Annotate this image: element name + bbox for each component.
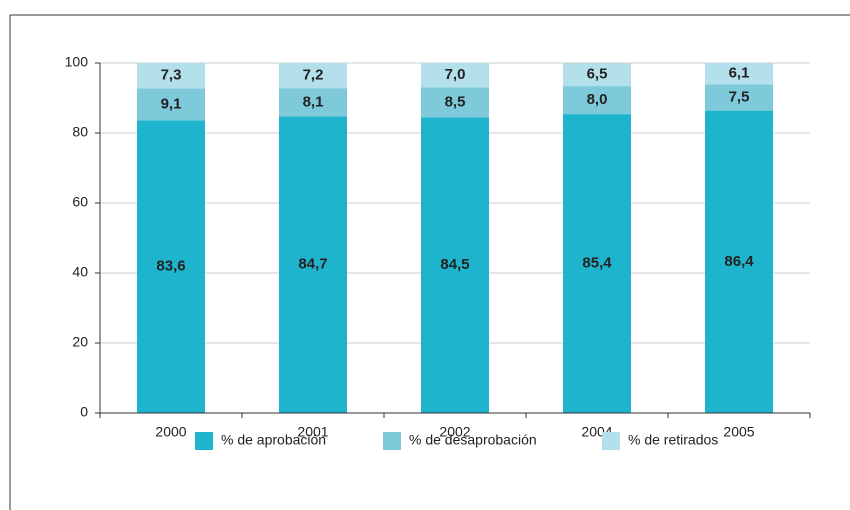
legend-swatch bbox=[602, 432, 620, 450]
value-label: 84,5 bbox=[440, 256, 469, 273]
bar-segment bbox=[279, 63, 347, 89]
bar-segment bbox=[137, 88, 205, 121]
legend-swatch bbox=[195, 432, 213, 450]
value-label: 7,3 bbox=[161, 67, 182, 84]
value-label: 6,5 bbox=[587, 66, 608, 83]
bar-segment bbox=[705, 84, 773, 111]
value-label: 86,4 bbox=[724, 253, 754, 270]
x-tick-label: 2002 bbox=[439, 424, 470, 440]
value-label: 85,4 bbox=[582, 255, 612, 272]
bar-segment bbox=[279, 88, 347, 117]
value-label: 83,6 bbox=[156, 258, 185, 275]
x-tick-label: 2000 bbox=[155, 424, 186, 440]
bar-segment bbox=[421, 87, 489, 118]
value-label: 7,5 bbox=[729, 88, 750, 105]
y-tick-label: 40 bbox=[72, 264, 88, 280]
bar-segment bbox=[421, 63, 489, 88]
bar-segment bbox=[137, 63, 205, 89]
bar-segment bbox=[563, 114, 631, 413]
y-tick-label: 60 bbox=[72, 194, 88, 210]
value-label: 7,2 bbox=[303, 67, 324, 84]
bar-segment bbox=[563, 63, 631, 87]
y-tick-label: 20 bbox=[72, 334, 88, 350]
bar-segment bbox=[705, 110, 773, 413]
value-label: 6,1 bbox=[729, 65, 750, 82]
y-tick-label: 0 bbox=[80, 404, 88, 420]
bar-segment bbox=[279, 116, 347, 414]
bar-segment bbox=[137, 120, 205, 414]
bar-segment bbox=[563, 86, 631, 115]
value-label: 8,1 bbox=[303, 93, 324, 110]
value-label: 7,0 bbox=[445, 66, 466, 83]
value-label: 84,7 bbox=[298, 256, 327, 273]
legend-label: % de aprobación bbox=[221, 432, 326, 448]
y-tick-label: 80 bbox=[72, 124, 88, 140]
value-label: 9,1 bbox=[161, 95, 182, 112]
value-label: 8,0 bbox=[587, 91, 608, 108]
bar-segment bbox=[421, 117, 489, 413]
legend-label: % de desaprobación bbox=[409, 432, 537, 448]
x-tick-label: 2005 bbox=[723, 424, 754, 440]
legend-label: % de retirados bbox=[628, 432, 718, 448]
bar-segment bbox=[705, 63, 773, 85]
value-label: 8,5 bbox=[445, 93, 466, 110]
y-tick-label: 100 bbox=[65, 54, 89, 70]
legend-swatch bbox=[383, 432, 401, 450]
x-tick-label: 2001 bbox=[297, 424, 328, 440]
